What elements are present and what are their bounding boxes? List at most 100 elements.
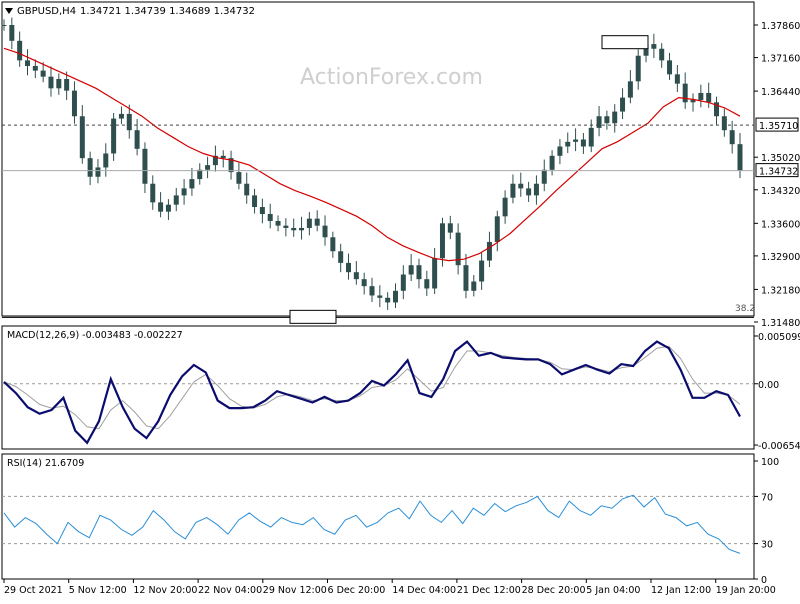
candle-body <box>1 25 7 26</box>
candle-body <box>400 274 406 291</box>
candle-body <box>275 220 281 226</box>
moving-average-line <box>3 47 741 262</box>
signal-line <box>3 345 741 430</box>
candle-body <box>173 195 179 205</box>
candle-body <box>690 99 696 103</box>
candle-body <box>447 223 453 233</box>
candle-body <box>588 127 594 147</box>
candle-body <box>463 265 469 291</box>
axis-layer: 1.37860 1.37160 1.36440 1.35020 1.34320 1.336… <box>3 21 800 596</box>
candle-body <box>48 76 54 89</box>
macd-layer <box>2 340 754 445</box>
candle-body <box>627 81 633 98</box>
candle-body <box>236 172 242 184</box>
resistance-axis-tag: 1.35710 <box>759 121 798 132</box>
candle-body <box>698 92 704 100</box>
candle-body <box>17 40 23 61</box>
candle-body <box>416 265 422 280</box>
candle-body <box>479 260 485 282</box>
price-tick-label: 1.36440 <box>761 87 800 98</box>
candle-body <box>385 297 391 303</box>
candle-body <box>682 83 688 103</box>
candle-body <box>580 139 586 147</box>
candle-body <box>197 169 203 180</box>
time-tick-label: 12 Nov 20:00 <box>133 585 197 596</box>
candle-body <box>377 295 383 298</box>
candle-body <box>455 232 461 266</box>
candle-body <box>299 227 305 231</box>
candle-body <box>526 188 532 196</box>
candle-body <box>518 183 524 189</box>
candle-body <box>667 60 673 75</box>
candle-body <box>361 279 367 287</box>
time-tick-label: 19 Jan 20:00 <box>716 585 776 596</box>
fib-level-label: 38.2 <box>735 304 755 314</box>
candle-body <box>471 281 477 291</box>
candle-body <box>565 141 571 147</box>
candle-body <box>103 153 109 168</box>
rsi-tick-label: 0 <box>761 575 767 586</box>
rsi-tick-label: 30 <box>761 540 773 551</box>
candle-body <box>71 90 77 117</box>
candle-body <box>651 44 657 49</box>
candle-body <box>259 207 265 214</box>
candle-body <box>24 60 30 66</box>
candle-body <box>486 241 492 261</box>
candle-body <box>659 48 665 61</box>
candle-body <box>494 216 500 242</box>
candle-body <box>40 70 46 77</box>
candle-body <box>205 165 211 170</box>
price-tick-label: 1.32900 <box>761 252 800 263</box>
candle-body <box>573 139 579 142</box>
candle-body <box>620 97 626 112</box>
candle-body <box>353 272 359 280</box>
candle-body <box>111 118 117 154</box>
time-tick-label: 12 Jan 12:00 <box>651 585 711 596</box>
rsi-panel-frame <box>1 453 755 580</box>
price-tick-label: 1.37860 <box>761 21 800 32</box>
candle-body <box>392 290 398 303</box>
candle-body <box>244 183 250 196</box>
macd-tick-label: 0.00 <box>758 380 779 391</box>
candle-body <box>338 251 344 263</box>
candle-body <box>541 169 547 184</box>
candle-body <box>322 225 328 238</box>
time-tick-label: 5 Nov 12:00 <box>69 585 127 596</box>
dropdown-triangle-icon <box>5 8 13 14</box>
candle-body <box>729 130 735 145</box>
candle-body <box>439 223 445 259</box>
candle-body <box>721 116 727 131</box>
candle-body <box>604 116 610 124</box>
candle-body <box>643 44 649 56</box>
candle-body <box>533 183 539 196</box>
candle-body <box>158 202 164 212</box>
candle-body <box>596 116 602 128</box>
candle-body <box>283 225 289 228</box>
ohlc-label: 1.34721 1.34739 1.34689 1.34732 <box>80 6 255 17</box>
resistance-axis-tag-box <box>755 117 799 132</box>
macd-panel-frame <box>1 325 755 450</box>
candle-body <box>95 167 101 177</box>
watermark: ActionForex.com <box>300 65 483 90</box>
time-tick-label: 5 Jan 04:00 <box>586 585 640 596</box>
symbol-label: GBPUSD,H4 <box>17 6 76 17</box>
rsi-tick-label: 70 <box>761 492 773 503</box>
candle-body <box>510 183 516 198</box>
price-panel-frame <box>1 1 755 317</box>
candle-body <box>181 188 187 196</box>
macd-tick-label: -0.006543 <box>758 441 800 452</box>
candle-body <box>737 144 743 171</box>
candle-body <box>408 265 414 275</box>
swing-low-tag-box <box>289 309 337 324</box>
candle-body <box>87 158 93 177</box>
candle-body <box>291 227 297 231</box>
swing-high-tag-box <box>601 35 649 50</box>
candle-body <box>165 204 171 212</box>
candle-body <box>714 102 720 117</box>
price-tick-label: 1.34320 <box>761 186 800 197</box>
candle-body <box>56 79 62 89</box>
candle-body <box>79 116 85 159</box>
macd-line <box>3 340 741 445</box>
candle-body <box>432 258 438 289</box>
